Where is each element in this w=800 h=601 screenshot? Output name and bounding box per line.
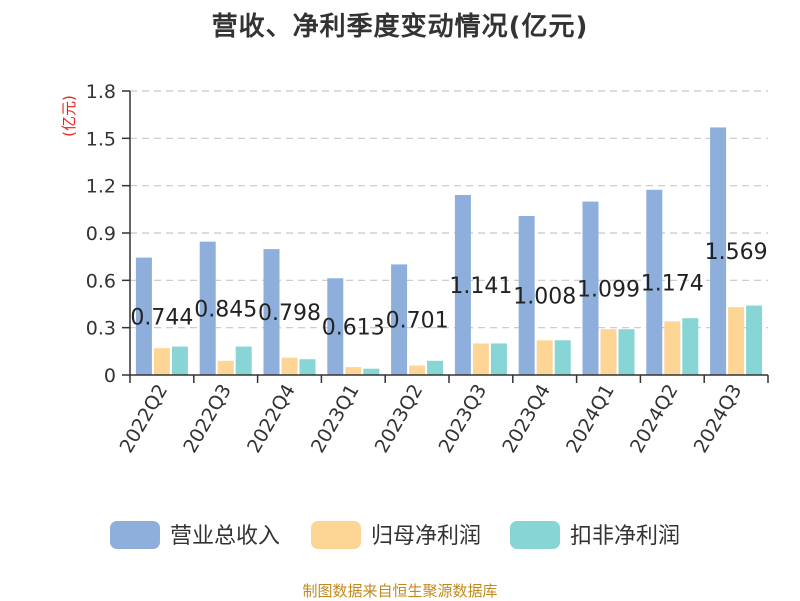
bar-net-profit	[472, 343, 489, 375]
bars-group	[135, 127, 763, 376]
data-label: 0.701	[386, 309, 449, 334]
legend-label: 营业总收入	[170, 524, 280, 549]
y-tick-label: 1.8	[86, 81, 116, 103]
data-label: 0.744	[130, 305, 193, 330]
x-tick-label: 2024Q1	[562, 381, 619, 457]
y-tick-label: 0	[104, 365, 116, 387]
bar-revenue	[263, 249, 280, 375]
bar-net-profit	[217, 360, 234, 375]
bar-net-profit	[153, 348, 170, 375]
x-tick-label: 2023Q3	[434, 381, 491, 457]
bar-deducted-net-profit	[618, 329, 635, 375]
x-tick-label: 2023Q2	[371, 381, 428, 457]
bar-deducted-net-profit	[746, 305, 763, 375]
legend-swatch	[311, 521, 361, 549]
legend: 营业总收入 归母净利润 扣非净利润	[110, 521, 680, 549]
legend-swatch	[510, 521, 560, 549]
y-unit-label: (亿元)	[60, 95, 78, 137]
y-tick-label: 0.9	[86, 223, 116, 245]
bar-revenue	[135, 257, 152, 375]
bar-net-profit	[345, 367, 362, 375]
x-tick-label: 2024Q2	[626, 381, 683, 457]
bar-deducted-net-profit	[235, 346, 252, 375]
x-tick-label: 2022Q4	[243, 381, 300, 457]
bar-revenue	[327, 278, 344, 375]
y-tick-label: 1.2	[86, 176, 116, 198]
bar-net-profit	[281, 357, 298, 375]
bar-revenue	[391, 264, 408, 375]
data-label: 0.845	[194, 297, 257, 322]
chart-title: 营收、净利季度变动情况(亿元)	[211, 12, 589, 42]
x-tick-label: 2024Q3	[690, 381, 747, 457]
legend-label: 归母净利润	[371, 524, 481, 549]
bar-net-profit	[600, 329, 617, 375]
bar-deducted-net-profit	[490, 343, 507, 375]
bar-net-profit	[409, 365, 426, 375]
bar-net-profit	[536, 340, 553, 375]
bar-net-profit	[728, 307, 745, 375]
data-label: 1.174	[641, 271, 704, 296]
bar-revenue	[518, 215, 535, 375]
data-label: 0.613	[322, 316, 385, 341]
data-label: 1.008	[513, 284, 576, 309]
legend-label: 扣非净利润	[570, 524, 680, 549]
bar-revenue	[454, 194, 471, 375]
data-label: 1.141	[449, 274, 512, 299]
data-label: 1.569	[705, 240, 768, 265]
x-tick-label: 2022Q2	[115, 381, 172, 457]
bar-deducted-net-profit	[427, 360, 444, 375]
bar-revenue	[199, 241, 216, 375]
bar-deducted-net-profit	[554, 340, 571, 375]
legend-swatch	[110, 521, 160, 549]
bar-revenue	[582, 201, 599, 375]
x-tick-label: 2023Q1	[307, 381, 364, 457]
bar-deducted-net-profit	[299, 359, 316, 375]
data-label: 0.798	[258, 301, 321, 326]
y-tick-label: 1.5	[86, 128, 116, 150]
bar-deducted-net-profit	[363, 368, 380, 375]
bar-revenue	[646, 189, 663, 375]
source-note: 制图数据来自恒生聚源数据库	[302, 582, 498, 600]
bar-deducted-net-profit	[682, 318, 699, 375]
x-tick-label: 2023Q4	[498, 381, 555, 457]
data-label: 1.099	[577, 277, 640, 302]
y-tick-label: 0.6	[86, 270, 116, 292]
x-tick-label: 2022Q3	[179, 381, 236, 457]
bar-deducted-net-profit	[171, 346, 188, 375]
bar-net-profit	[664, 321, 681, 375]
bar-revenue	[710, 127, 727, 376]
y-tick-label: 0.3	[86, 318, 116, 340]
